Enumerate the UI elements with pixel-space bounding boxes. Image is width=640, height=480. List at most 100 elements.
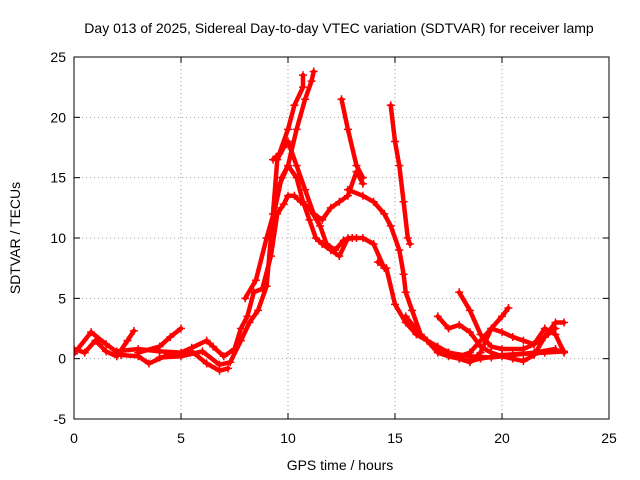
data-point-marker bbox=[519, 336, 528, 345]
data-point-marker bbox=[245, 318, 254, 327]
data-point-marker bbox=[382, 264, 391, 273]
data-point-marker bbox=[476, 354, 485, 363]
data-point-marker bbox=[144, 359, 153, 368]
data-point-marker bbox=[202, 336, 211, 345]
data-point-marker bbox=[271, 203, 280, 212]
data-point-marker bbox=[251, 276, 260, 285]
data-point-marker bbox=[476, 330, 485, 339]
data-point-marker bbox=[316, 221, 325, 230]
data-point-marker bbox=[395, 161, 404, 170]
x-tick-label: 20 bbox=[494, 430, 510, 446]
data-point-marker bbox=[391, 137, 399, 146]
data-point-marker bbox=[307, 77, 316, 86]
data-point-marker bbox=[219, 352, 228, 361]
series-line-track-10 bbox=[345, 187, 558, 360]
data-point-marker bbox=[305, 215, 314, 224]
data-point-marker bbox=[465, 306, 474, 315]
data-point-marker bbox=[273, 185, 282, 194]
data-point-marker bbox=[498, 351, 506, 360]
data-point-marker bbox=[187, 343, 196, 352]
data-point-marker bbox=[326, 203, 335, 212]
y-tick-label: 15 bbox=[50, 170, 66, 186]
data-point-marker bbox=[326, 246, 335, 255]
data-point-marker bbox=[290, 101, 299, 110]
data-point-marker bbox=[87, 328, 96, 337]
data-point-marker bbox=[504, 303, 513, 312]
series-line-track-9 bbox=[339, 96, 366, 180]
series-line-track-4 bbox=[114, 193, 387, 359]
data-point-marker bbox=[380, 209, 389, 218]
data-point-marker bbox=[343, 234, 352, 242]
x-tick-label: 15 bbox=[387, 430, 403, 446]
data-point-marker bbox=[519, 349, 528, 358]
data-point-marker bbox=[405, 240, 414, 249]
data-point-marker bbox=[262, 282, 271, 291]
data-point-marker bbox=[540, 348, 549, 357]
y-tick-label: 5 bbox=[58, 290, 66, 306]
data-point-marker bbox=[335, 252, 344, 261]
data-point-marker bbox=[551, 318, 560, 327]
x-axis-title: GPS time / hours bbox=[287, 457, 394, 473]
data-point-marker bbox=[236, 324, 245, 333]
data-point-marker bbox=[241, 294, 250, 303]
data-point-marker bbox=[129, 326, 138, 335]
series-layer bbox=[74, 67, 569, 375]
data-point-marker bbox=[166, 332, 175, 341]
data-point-marker bbox=[540, 324, 549, 333]
data-point-marker bbox=[337, 95, 346, 104]
data-point-marker bbox=[465, 328, 474, 337]
y-tick-label: -5 bbox=[54, 411, 67, 427]
data-point-marker bbox=[292, 125, 301, 134]
data-point-marker bbox=[433, 348, 442, 357]
data-point-marker bbox=[508, 332, 517, 341]
data-point-marker bbox=[530, 340, 539, 349]
x-tick-label: 5 bbox=[177, 430, 185, 446]
data-point-marker bbox=[560, 347, 569, 356]
data-point-marker bbox=[74, 349, 78, 358]
data-point-marker bbox=[202, 359, 211, 368]
data-point-marker bbox=[311, 234, 320, 242]
x-tick-label: 25 bbox=[601, 430, 617, 446]
data-point-marker bbox=[318, 240, 327, 249]
data-point-marker bbox=[408, 306, 417, 315]
y-tick-label: 25 bbox=[50, 49, 66, 65]
data-point-marker bbox=[335, 197, 344, 206]
y-axis-title: SDTVAR / TECUs bbox=[7, 182, 23, 294]
data-point-marker bbox=[498, 312, 506, 321]
data-point-marker bbox=[433, 312, 442, 321]
data-point-marker bbox=[262, 234, 271, 242]
data-point-marker bbox=[551, 330, 560, 339]
data-point-marker bbox=[476, 342, 485, 351]
data-point-marker bbox=[301, 185, 310, 194]
data-point-marker bbox=[177, 324, 185, 333]
data-point-marker bbox=[279, 200, 288, 209]
data-point-marker bbox=[465, 357, 474, 366]
series-line-track-16 bbox=[424, 338, 567, 364]
data-point-marker bbox=[290, 191, 299, 200]
data-point-marker bbox=[298, 71, 307, 80]
data-point-marker bbox=[465, 348, 474, 357]
chart-title: Day 013 of 2025, Sidereal Day-to-day VTE… bbox=[84, 20, 594, 36]
data-point-marker bbox=[254, 306, 263, 315]
data-point-marker bbox=[343, 185, 352, 194]
data-point-marker bbox=[444, 324, 453, 333]
data-point-marker bbox=[198, 347, 207, 356]
data-point-marker bbox=[519, 357, 528, 366]
data-point-marker bbox=[102, 347, 111, 356]
data-point-marker bbox=[395, 246, 404, 255]
data-point-marker bbox=[399, 270, 408, 279]
series-line-track-6 bbox=[242, 163, 359, 301]
data-point-marker bbox=[80, 348, 89, 357]
grid-layer bbox=[74, 57, 609, 419]
data-point-marker bbox=[369, 197, 378, 206]
data-point-marker bbox=[455, 288, 464, 297]
data-point-marker bbox=[373, 258, 382, 267]
data-point-marker bbox=[401, 312, 410, 321]
data-point-marker bbox=[309, 67, 318, 76]
data-point-marker bbox=[401, 288, 410, 297]
data-point-marker bbox=[423, 336, 432, 345]
series-line-track-8 bbox=[275, 69, 316, 192]
data-point-marker bbox=[269, 155, 278, 164]
